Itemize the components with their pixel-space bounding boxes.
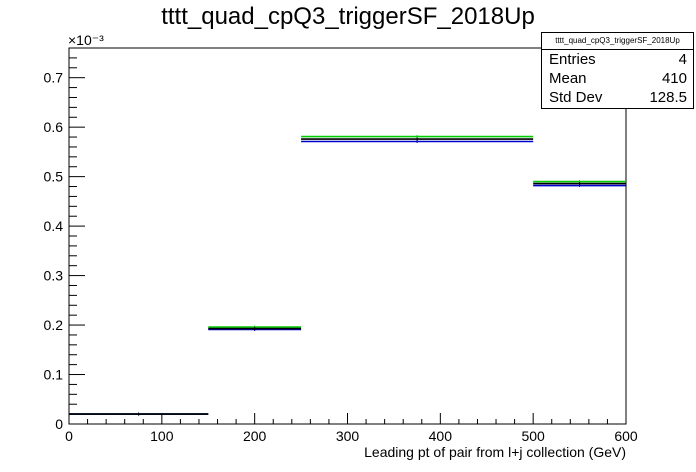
y-tick-label: 0.6 — [44, 119, 64, 135]
axes: 0 100 200 300 400 500 600 0 0.1 0.2 0.3 0.4 0.5 0.6 0.… — [44, 47, 638, 444]
stats-title: tttt_quad_cpQ3_triggerSF_2018Up — [542, 33, 693, 50]
x-tick-label: 600 — [614, 428, 638, 444]
y-tick-label: 0.5 — [44, 169, 64, 185]
stats-value: 128.5 — [649, 89, 687, 106]
x-tick-label: 400 — [429, 428, 453, 444]
stats-label: Mean — [549, 70, 587, 87]
y-tick-label: 0.7 — [44, 70, 64, 86]
chart-title: tttt_quad_cpQ3_triggerSF_2018Up — [161, 3, 535, 30]
x-tick-label: 0 — [65, 428, 73, 444]
stats-label: Entries — [549, 51, 596, 68]
stats-value: 4 — [678, 51, 687, 68]
y-tick-label: 0.3 — [44, 268, 64, 284]
stats-row: Std Dev 128.5 — [542, 88, 693, 107]
x-tick-label: 200 — [243, 428, 267, 444]
x-tick-label: 500 — [521, 428, 545, 444]
x-tick-label: 100 — [150, 428, 174, 444]
stats-label: Std Dev — [549, 89, 603, 106]
y-tick-label: 0.1 — [44, 367, 64, 383]
x-axis-label: Leading pt of pair from l+j collection (… — [364, 444, 626, 460]
histogram-series — [69, 135, 626, 416]
y-tick-label: 0.2 — [44, 317, 64, 333]
y-tick-label: 0.4 — [44, 218, 64, 234]
y-tick-label: 0 — [55, 416, 63, 432]
stats-rows: Entries 4 Mean 410 Std Dev 128.5 — [542, 50, 693, 107]
x-tick-label: 300 — [336, 428, 360, 444]
stats-row: Mean 410 — [542, 69, 693, 88]
stats-row: Entries 4 — [542, 50, 693, 69]
stats-value: 410 — [661, 70, 687, 87]
y-exponent-label: ×10⁻³ — [68, 32, 104, 48]
stats-box: tttt_quad_cpQ3_triggerSF_2018Up Entries 4… — [541, 32, 694, 109]
